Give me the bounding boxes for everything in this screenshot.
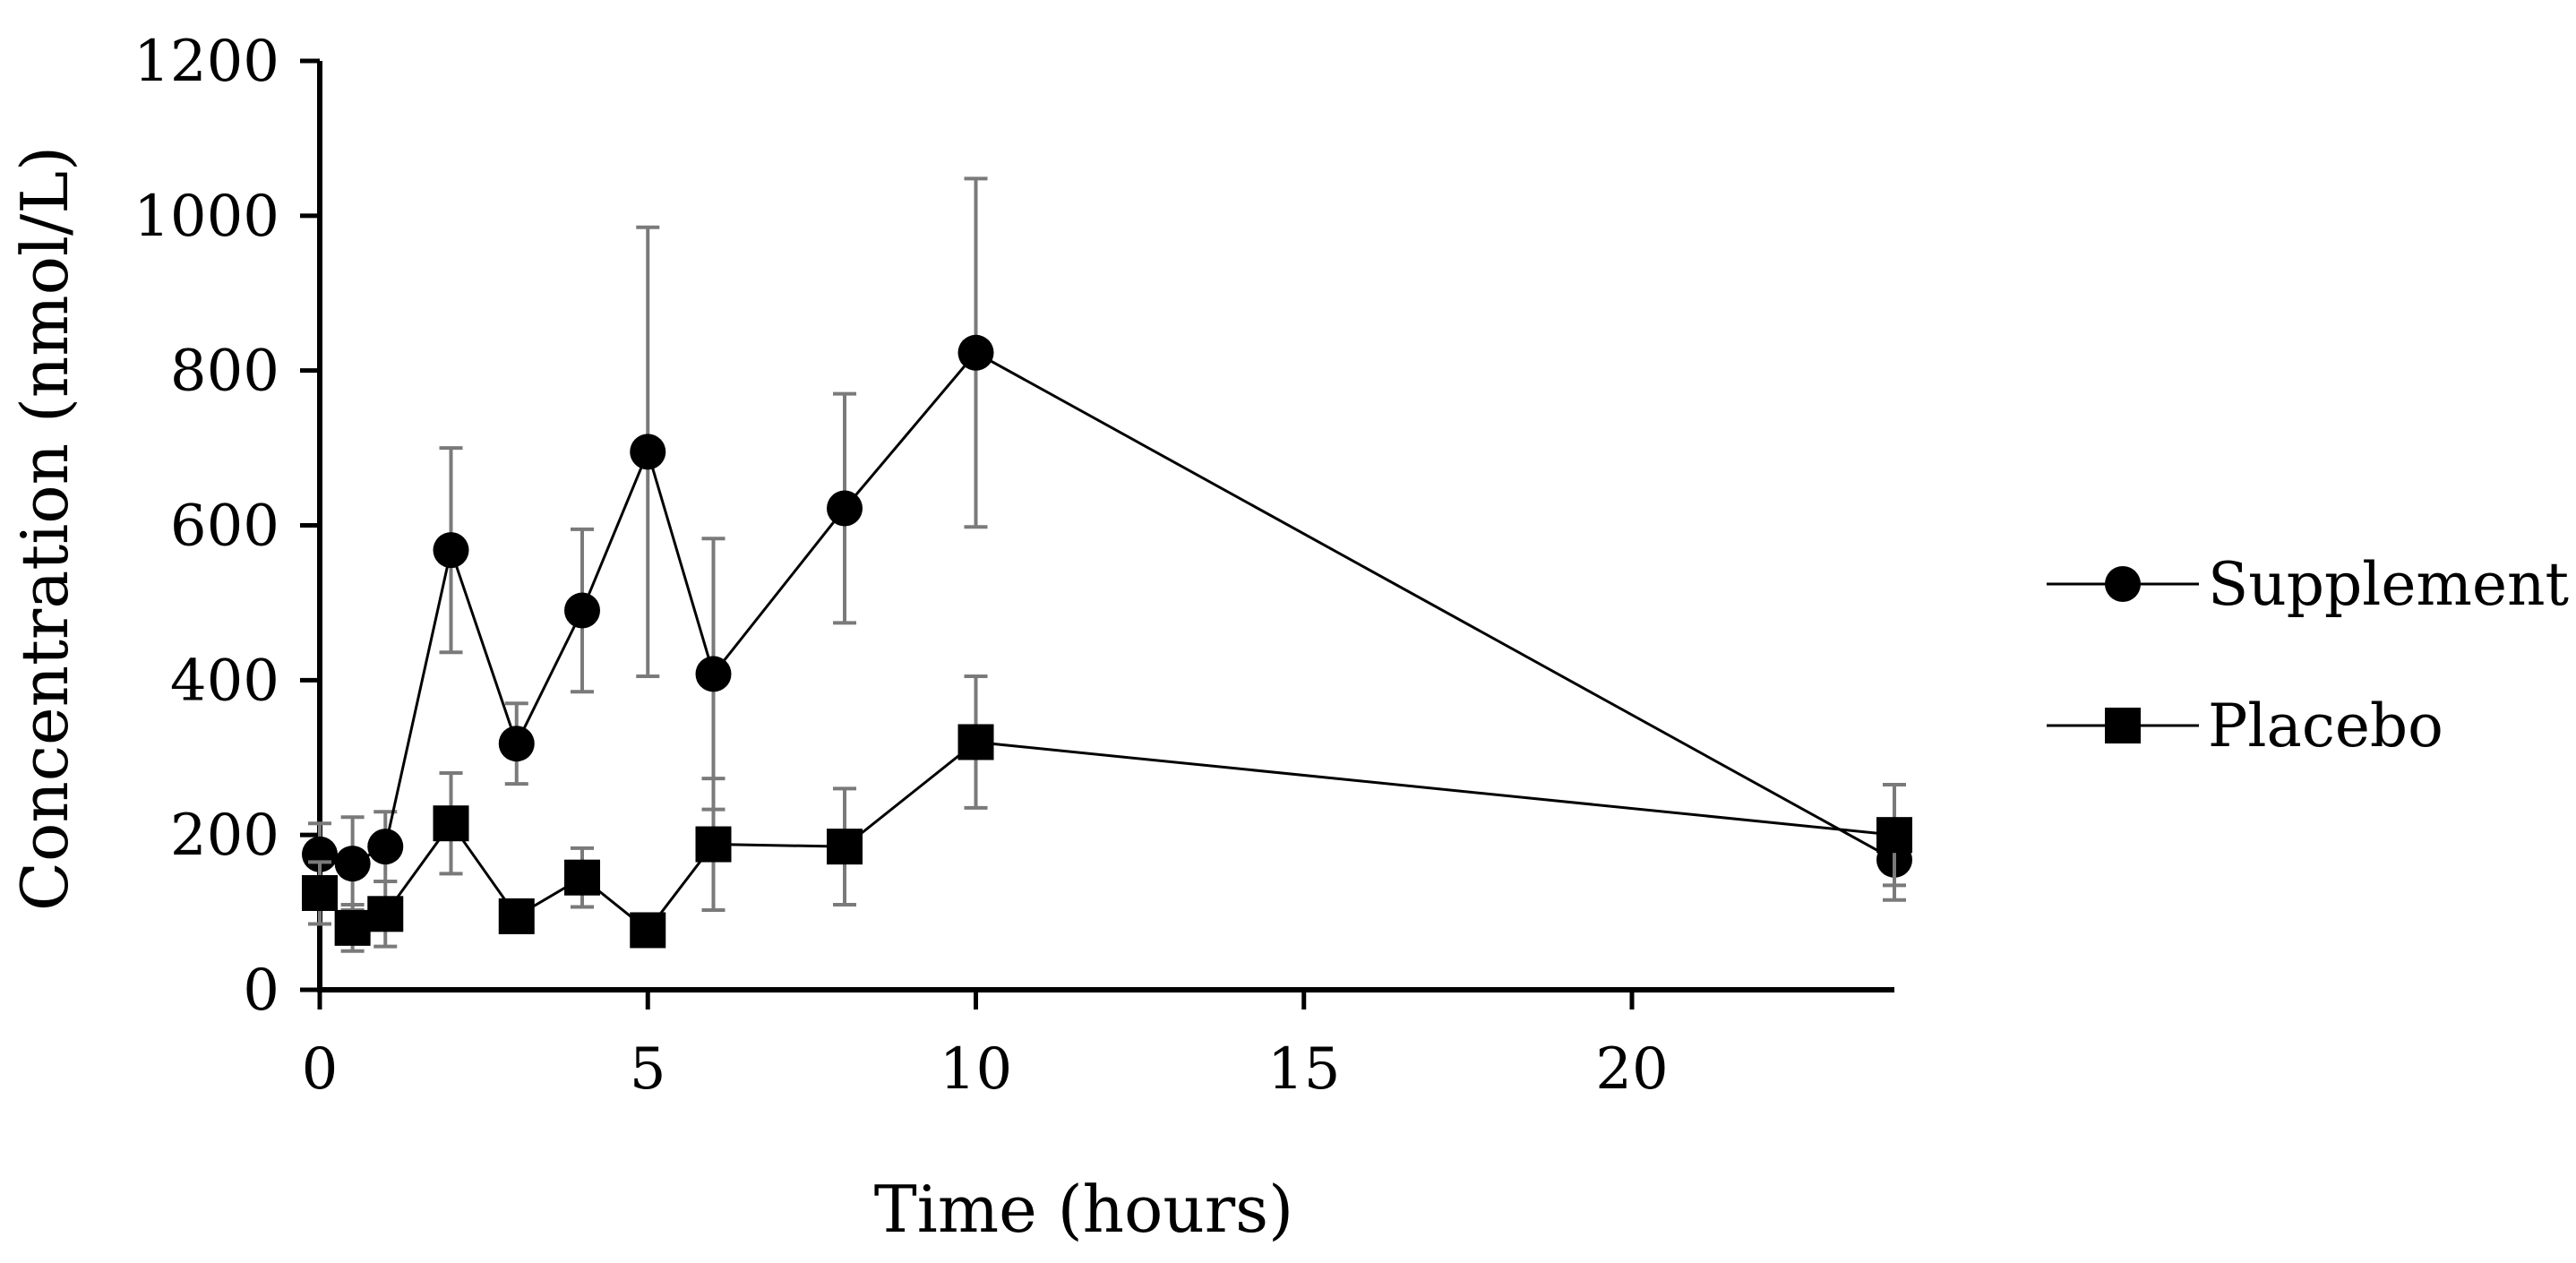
y-tick-label: 200: [170, 803, 279, 869]
data-point-marker: [1876, 817, 1912, 854]
data-point-marker: [827, 829, 863, 865]
axes: 0 200 400 600 800 1000 1200 0 5 10 15 20: [133, 29, 1894, 1103]
data-point-marker: [498, 898, 535, 934]
series-placebo: [302, 674, 1912, 953]
series-layer: [302, 176, 1912, 953]
x-tick-label: 5: [630, 1036, 666, 1103]
data-point-marker: [367, 829, 404, 865]
data-point-marker: [334, 909, 371, 946]
legend-item-placebo: Placebo: [2047, 692, 2443, 760]
legend-item-supplement: Supplement: [2047, 550, 2569, 619]
y-tick-label: 1200: [133, 29, 279, 95]
y-tick-label: 1000: [133, 184, 279, 250]
series-line: [319, 350, 1895, 865]
data-point-marker: [630, 434, 666, 470]
series-line: [318, 740, 1895, 932]
x-axis-title: Time (hours): [874, 1172, 1293, 1247]
data-point-marker: [630, 912, 666, 949]
data-point-marker: [334, 846, 371, 882]
series-supplement: [302, 176, 1912, 912]
x-tick-label: 15: [1267, 1036, 1340, 1103]
x-tick-label: 10: [940, 1036, 1012, 1103]
data-point-marker: [433, 805, 469, 842]
data-point-marker: [498, 726, 535, 762]
legend: Supplement Placebo: [2047, 550, 2569, 760]
legend-label: Supplement: [2208, 550, 2569, 619]
data-point-marker: [433, 532, 469, 569]
data-point-marker: [367, 896, 404, 932]
legend-label: Placebo: [2208, 692, 2443, 760]
legend-marker: [2105, 708, 2141, 743]
data-point-marker: [695, 826, 732, 863]
y-tick-label: 600: [170, 494, 279, 560]
data-point-marker: [957, 334, 994, 371]
data-point-marker: [827, 490, 863, 527]
y-tick-label: 800: [170, 339, 279, 405]
x-tick-label: 20: [1595, 1036, 1668, 1103]
data-point-marker: [302, 874, 338, 911]
legend-marker: [2105, 566, 2141, 602]
data-point-marker: [564, 592, 600, 629]
data-point-marker: [957, 724, 994, 760]
y-tick-label: 400: [170, 648, 279, 714]
y-tick-label: 0: [243, 958, 279, 1024]
data-point-marker: [564, 859, 600, 896]
data-point-marker: [695, 656, 732, 692]
y-axis-title: Concentration (nmol/L): [7, 146, 82, 911]
x-tick-label: 0: [302, 1036, 339, 1103]
